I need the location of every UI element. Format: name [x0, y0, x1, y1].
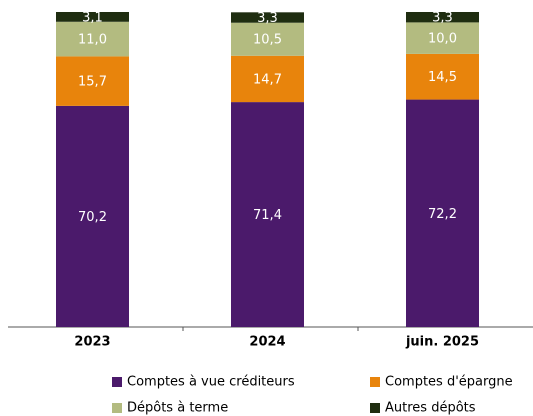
bar-segment — [56, 105, 129, 328]
bar-segment — [406, 53, 479, 100]
bar-segment — [406, 22, 479, 54]
legend-label: Autres dépôts — [385, 401, 476, 416]
bar-segment — [56, 56, 129, 106]
x-tick-label: juin. 2025 — [405, 335, 479, 350]
value-label: 3,1 — [82, 10, 103, 25]
value-label: 11,0 — [78, 33, 107, 48]
value-label: 10,0 — [428, 32, 457, 47]
bar-segment — [231, 102, 304, 327]
value-label: 14,7 — [253, 72, 282, 87]
bar-segment — [231, 22, 304, 56]
x-tick-label: 2023 — [74, 335, 110, 350]
value-label: 70,2 — [78, 210, 107, 225]
value-label: 14,5 — [428, 70, 457, 85]
legend-label: Comptes d'épargne — [385, 375, 513, 390]
bar-segment — [56, 12, 129, 22]
value-label: 71,4 — [253, 208, 282, 223]
value-label: 3,3 — [257, 11, 278, 26]
bar-segment — [231, 12, 304, 23]
value-label: 3,3 — [432, 11, 453, 26]
legend-label: Comptes à vue créditeurs — [127, 375, 295, 390]
bar-segment — [56, 21, 129, 57]
legend-swatch — [370, 377, 380, 387]
bar-segment — [231, 55, 304, 103]
bar-segment — [406, 99, 479, 327]
value-label: 15,7 — [78, 75, 107, 90]
value-label: 10,5 — [253, 33, 282, 48]
x-tick-label: 2024 — [249, 335, 285, 350]
legend-swatch — [112, 403, 122, 413]
legend-swatch — [112, 377, 122, 387]
legend-swatch — [370, 403, 380, 413]
value-label: 72,2 — [428, 207, 457, 222]
legend-label: Dépôts à terme — [127, 401, 228, 416]
bar-segment — [406, 12, 479, 23]
